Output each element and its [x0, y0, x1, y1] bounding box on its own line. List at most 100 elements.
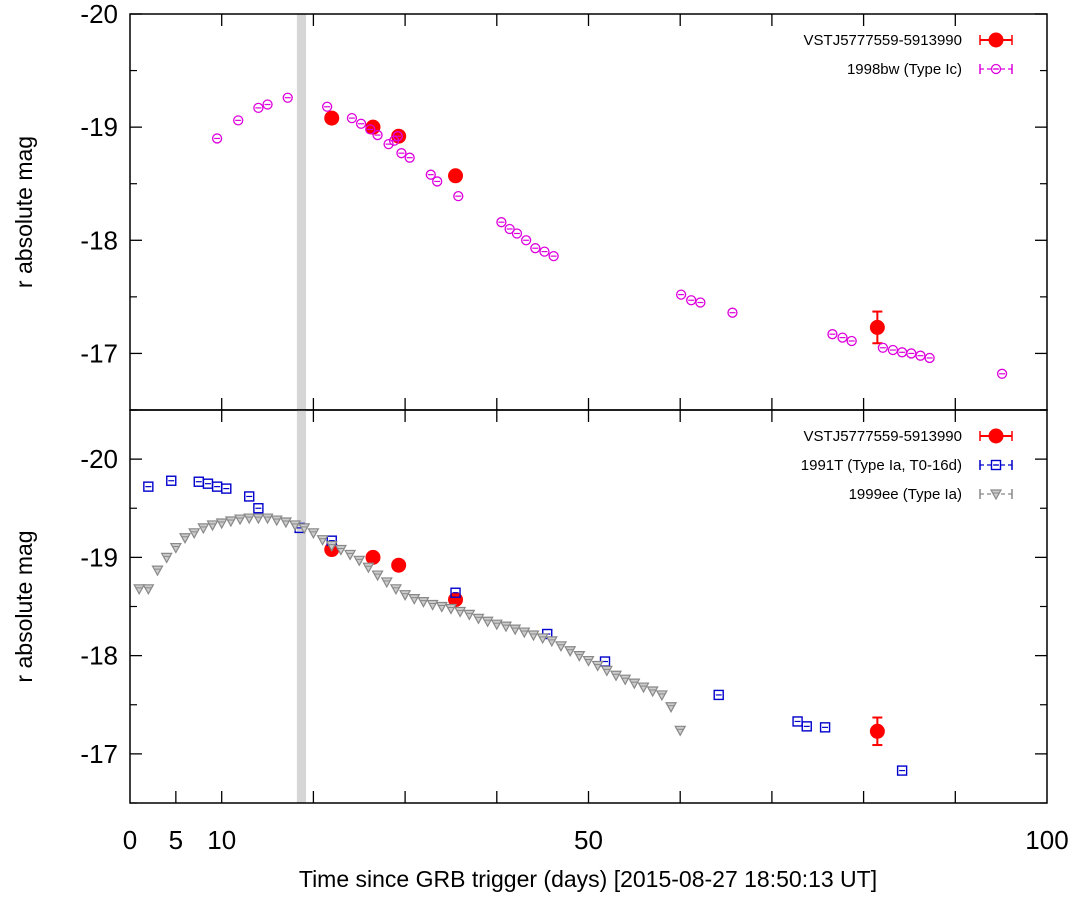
data-point — [371, 570, 384, 582]
data-point — [372, 129, 383, 141]
data-point — [353, 555, 366, 567]
data-point — [188, 528, 201, 540]
data-point — [355, 118, 367, 129]
data-point — [695, 297, 706, 308]
legend-marker — [990, 459, 1002, 471]
data-point — [426, 599, 439, 611]
data-point — [713, 689, 724, 701]
x-tick-label: 10 — [207, 825, 236, 855]
data-point — [530, 243, 541, 254]
data-point — [362, 562, 375, 574]
data-point — [404, 152, 415, 163]
data-point — [193, 476, 204, 487]
data-point — [325, 540, 338, 552]
x-tick-label: 50 — [574, 825, 603, 855]
y-tick-label: -19 — [80, 112, 118, 142]
y-tick-label: -17 — [80, 338, 118, 368]
legend-marker — [988, 428, 1004, 444]
data-point — [253, 102, 264, 114]
data-point — [453, 191, 464, 202]
data-point — [432, 176, 443, 187]
legend-label: 1999ee (Type Ia) — [849, 486, 962, 503]
data-point — [151, 565, 164, 577]
legend-marker — [988, 32, 1004, 48]
data-point — [472, 613, 485, 625]
legend-entry: 1998bw (Type Ic) — [847, 61, 1013, 78]
legend-entry: 1991T (Type Ia, T0-16d) — [801, 457, 1013, 474]
y-tick-label: -19 — [80, 542, 118, 572]
x-tick-label: 5 — [169, 825, 183, 855]
data-point — [915, 350, 926, 361]
series-1999ee-type-ia- — [133, 513, 687, 737]
legend-label: 1998bw (Type Ic) — [847, 61, 962, 78]
data-point — [399, 590, 412, 601]
data-point — [396, 148, 407, 159]
data-point — [554, 641, 568, 653]
data-point — [380, 577, 393, 589]
data-point — [619, 674, 632, 686]
data-point — [346, 112, 358, 124]
data-point — [202, 478, 214, 489]
y-tick-label: -20 — [80, 444, 118, 474]
data-point — [481, 616, 494, 628]
data-point — [289, 520, 302, 532]
data-point — [282, 92, 293, 103]
data-point — [435, 601, 448, 613]
data-point — [896, 347, 908, 358]
data-point — [887, 344, 899, 356]
legend-label: VSTJ5777559-5913990 — [804, 32, 962, 49]
data-point — [869, 723, 885, 739]
data-point — [215, 518, 228, 530]
data-point — [244, 491, 255, 502]
data-point — [655, 690, 668, 702]
data-point — [307, 528, 320, 540]
data-point — [211, 481, 223, 492]
data-point — [344, 549, 357, 561]
series-vstj5777559-5913990 — [324, 542, 885, 747]
data-point — [674, 725, 687, 737]
data-point — [906, 348, 917, 359]
data-point — [206, 520, 219, 532]
legend-label: 1991T (Type Ia, T0-16d) — [801, 457, 962, 474]
data-point — [234, 514, 247, 526]
data-point — [166, 475, 177, 486]
data-point — [334, 544, 347, 556]
data-point — [392, 131, 403, 142]
y-tick-label: -17 — [80, 739, 118, 769]
legend-marker — [990, 63, 1002, 75]
data-point — [298, 523, 311, 535]
data-point — [520, 235, 532, 246]
data-point — [582, 655, 595, 667]
data-point — [417, 596, 430, 608]
data-point — [197, 523, 210, 535]
data-point — [133, 584, 146, 596]
data-point — [408, 594, 421, 605]
data-point — [665, 702, 678, 713]
y-tick-label: -20 — [80, 0, 118, 29]
data-point — [646, 686, 659, 698]
data-point — [448, 168, 464, 184]
data-point — [391, 557, 407, 573]
data-point — [365, 124, 376, 135]
data-point — [600, 665, 613, 677]
data-point — [143, 481, 154, 492]
data-point — [160, 552, 173, 564]
x-tick-label: 100 — [1025, 825, 1068, 855]
data-point — [564, 646, 577, 657]
data-point — [869, 319, 885, 335]
x-axis-title: Time since GRB trigger (days) [2015-08-2… — [299, 866, 877, 892]
series-1998bw-type-ic- — [211, 92, 1008, 379]
data-point — [675, 289, 687, 300]
legend-marker — [989, 489, 1003, 501]
data-point — [279, 517, 292, 529]
data-point — [221, 483, 232, 494]
data-point — [169, 542, 182, 554]
x-tick-label: 0 — [123, 825, 137, 855]
data-point — [591, 660, 604, 672]
legend-label: VSTJ5777559-5913990 — [804, 428, 962, 445]
data-point — [224, 516, 237, 528]
data-point — [425, 169, 436, 180]
y-tick-label: -18 — [80, 641, 118, 671]
legend-entry: VSTJ5777559-5913990 — [804, 32, 1013, 49]
